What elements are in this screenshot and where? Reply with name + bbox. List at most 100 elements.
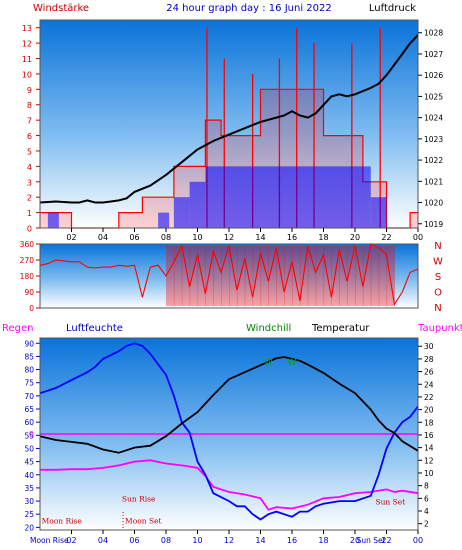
plot-frame	[39, 243, 419, 309]
wind-direction-density-band	[378, 246, 388, 306]
compass-label: N	[434, 241, 441, 252]
x-axis-tick-label: 10	[192, 233, 202, 242]
right-axis-tick-label: 12	[424, 456, 434, 465]
x-axis-tick-label: 02	[66, 536, 76, 545]
left-axis-tick-label: 10	[22, 70, 32, 79]
bottom-sun-set-label: Sun Set	[357, 536, 386, 545]
left-axis-tick-label: 90	[24, 339, 34, 348]
left-axis-tick-label: 6	[27, 132, 32, 141]
x-axis-tick-label: 22	[381, 536, 391, 545]
wind-direction-density-band	[166, 246, 175, 306]
left-axis-tick-label: 35	[24, 484, 34, 493]
left-axis-tick-label: 5	[27, 147, 32, 156]
right-axis-label: Luftdruck	[369, 3, 416, 14]
wind-speed-segment	[47, 212, 59, 228]
wind-direction-density-band	[362, 246, 372, 306]
dewpoint-series-line	[40, 459, 419, 511]
x-axis-tick-label: 14	[255, 536, 265, 545]
right-axis-tick-label: 1025	[424, 92, 443, 101]
wind-direction-density-band	[189, 246, 199, 306]
wind-speed-segment	[189, 181, 206, 228]
wind-direction-density-band	[370, 246, 380, 306]
left-axis-tick-label: 40	[24, 471, 34, 480]
x-axis-tick-label: 22	[381, 233, 391, 242]
wind-direction-density-band	[355, 246, 364, 306]
left-axis-tick-label: 75	[24, 379, 34, 388]
temperature-series-line	[39, 356, 419, 454]
wind-direction-density-band	[181, 246, 191, 306]
right-axis-tick-label: 1024	[424, 114, 443, 123]
compass-label: S	[435, 272, 441, 283]
wind-direction-density-band	[386, 246, 395, 306]
left-axis-tick-label: 65	[24, 405, 34, 414]
wind-pressure-chart: 0123456789101112131019102010211022102310…	[22, 3, 444, 242]
right-axis-tick-label: 1028	[424, 29, 443, 38]
x-axis-tick-label: 00	[413, 536, 423, 545]
wind-speed-segment	[158, 212, 170, 228]
wind-direction-density-band	[315, 246, 325, 306]
wind-direction-density-band	[323, 246, 332, 306]
x-axis-tick-label: 12	[224, 233, 234, 242]
x-axis-tick-label: 00	[413, 233, 423, 242]
event-annotation: Moon Rise	[42, 517, 83, 526]
x-axis-tick-label: 08	[161, 536, 171, 545]
wind-direction-density-band	[236, 246, 246, 306]
x-axis-tick-label: 08	[161, 233, 171, 242]
wind-direction-density-band	[213, 246, 222, 306]
wind-direction-density-band	[260, 246, 269, 306]
left-axis-tick-label: 270	[20, 256, 35, 265]
humidity-temperature-chart: 2025303540455055606570758085902468101214…	[2, 323, 462, 545]
rain-series-label: Regen	[2, 323, 34, 334]
wind-direction-density-band	[205, 246, 214, 306]
left-axis-tick-label: 90	[24, 288, 34, 297]
x-axis-tick-label: 02	[66, 233, 76, 242]
event-annotation: Moon Set	[125, 517, 162, 526]
left-axis-tick-label: 9	[27, 86, 32, 95]
left-axis-tick-label: 85	[24, 352, 34, 361]
left-axis-tick-label: 30	[24, 497, 34, 506]
wind-speed-segment	[173, 197, 190, 228]
wind-direction-density-band	[331, 246, 340, 306]
left-axis-tick-label: 0	[27, 225, 32, 234]
right-axis-tick-label: 18	[424, 418, 434, 427]
x-axis-tick-label: 18	[318, 536, 328, 545]
x-axis-tick-label: 04	[98, 536, 108, 545]
right-axis-tick-label: 14	[424, 444, 434, 453]
x-axis-tick-label: 06	[129, 233, 139, 242]
windchill-mark: W	[288, 358, 297, 368]
x-axis-tick-label: 16	[287, 233, 297, 242]
right-axis-tick-label: 10	[424, 469, 434, 478]
left-axis-tick-label: 11	[22, 55, 32, 64]
wind-direction-density-band	[252, 246, 262, 306]
right-axis-tick-label: 8	[424, 482, 429, 491]
right-axis-tick-label: 28	[424, 355, 434, 364]
wind-direction-density-band	[284, 246, 293, 306]
right-axis-tick-label: 6	[424, 494, 429, 503]
left-axis-tick-label: 7	[27, 117, 32, 126]
right-axis-tick-label: 1027	[424, 50, 443, 59]
right-axis-tick-label: 22	[424, 393, 434, 402]
wind-speed-segment	[370, 197, 387, 228]
left-axis-tick-label: 8	[27, 101, 32, 110]
chart-title: 24 hour graph day : 16 Juni 2022	[166, 3, 332, 14]
event-annotation: Sun Rise	[122, 494, 156, 503]
plot-area-sky	[40, 244, 418, 308]
left-axis-tick-label: 20	[24, 523, 34, 532]
rain-axis-label: 0	[29, 430, 34, 439]
windchill-series-label: Windchill	[246, 323, 291, 334]
wind-direction-density-band	[173, 246, 183, 306]
right-axis-tick-label: 24	[424, 380, 434, 389]
x-axis-tick-label: 12	[224, 536, 234, 545]
x-axis-tick-label: 06	[129, 536, 139, 545]
left-axis-tick-label: 25	[24, 510, 34, 519]
left-axis-tick-label: 3	[27, 178, 32, 187]
wind-direction-density-band	[268, 246, 277, 306]
temperature-series-label: Temperatur	[311, 323, 370, 334]
wind-speed-segment	[205, 166, 371, 228]
x-axis-tick-label: 04	[98, 233, 108, 242]
wind-direction-density-band	[299, 246, 309, 306]
wind-direction-density-band	[197, 246, 206, 306]
